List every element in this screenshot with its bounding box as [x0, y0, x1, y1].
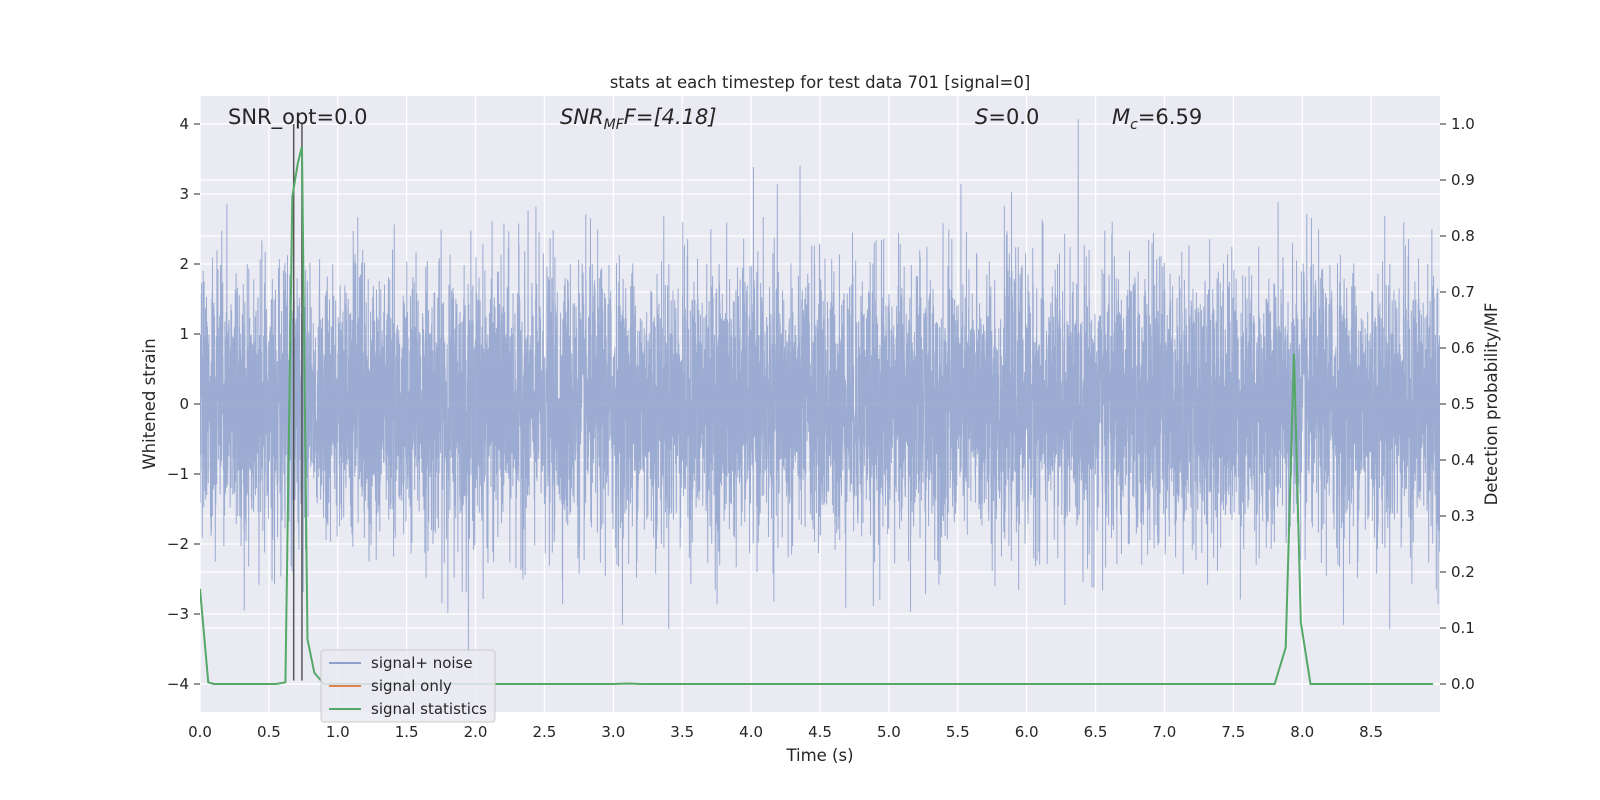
x-ticks: 0.0 0.5 1.0 1.5 2.0 2.5 3.0 3.5 4.0 4.5 5.0 5.5 6.0 6… [188, 723, 1383, 741]
x-tick-label: 8.5 [1359, 723, 1383, 741]
x-tick-label: 7.0 [1153, 723, 1177, 741]
x-tick-label: 5.5 [946, 723, 970, 741]
signal-statistics-line [200, 146, 1434, 685]
legend-box [320, 649, 496, 723]
annotation-snr-opt: SNR_opt=0.0 [228, 105, 368, 130]
x-tick-label: 0.5 [257, 723, 281, 741]
annotation-mc-suffix: =6.59 [1138, 105, 1202, 129]
y-tick-label: 0 [179, 395, 189, 413]
x-tick-label: 1.0 [326, 723, 350, 741]
y-tick-label: 3 [179, 185, 189, 203]
y2-tick-label: 0.3 [1451, 507, 1475, 525]
x-tick-label: 6.5 [1084, 723, 1108, 741]
y-tick-label: 2 [179, 255, 189, 273]
y2-tick-label: 0.5 [1451, 395, 1475, 413]
legend-label-signal-noise: signal+ noise [371, 654, 473, 672]
x-tick-label: 8.0 [1290, 723, 1314, 741]
y2-tick-label: 0.0 [1451, 675, 1475, 693]
annotation-mc: Mc=6.59 [1112, 105, 1202, 133]
x-axis-label: Time (s) [785, 746, 853, 765]
x-tick-label: 7.5 [1221, 723, 1245, 741]
annotation-snr-mf-suffix: F=[4.18] [624, 105, 717, 129]
signal-statistics-series [200, 146, 1434, 685]
x-tick-label: 6.0 [1015, 723, 1039, 741]
annotation-snr-mf: SNRMFF=[4.18] [560, 105, 717, 133]
y-tick-label: −2 [167, 535, 189, 553]
y2-tick-label: 0.9 [1451, 171, 1475, 189]
x-tick-label: 4.0 [739, 723, 763, 741]
y2-axis-label: Detection probability/MF [1482, 303, 1501, 506]
y-ticks: −4 −3 −2 −1 0 1 2 3 4 [167, 115, 200, 693]
y2-tick-label: 0.4 [1451, 451, 1475, 469]
legend-label-signal-only: signal only [371, 677, 452, 695]
x-tick-label: 1.5 [395, 723, 419, 741]
chart-title: stats at each timestep for test data 701… [610, 73, 1031, 92]
y-tick-label: 1 [179, 325, 189, 343]
x-tick-label: 5.0 [877, 723, 901, 741]
y2-tick-label: 0.1 [1451, 619, 1475, 637]
annotation-mc-sub: c [1130, 117, 1138, 133]
legend-label-signal-statistics: signal statistics [371, 700, 487, 718]
annotation-s: S=0.0 [975, 105, 1039, 129]
annotation-s-suffix: =0.0 [988, 105, 1039, 129]
signal-noise-series [200, 119, 1440, 654]
x-tick-label: 4.5 [808, 723, 832, 741]
annotation-s-prefix: S [975, 105, 988, 129]
y2-tick-label: 0.7 [1451, 283, 1475, 301]
x-tick-label: 2.5 [533, 723, 557, 741]
y-tick-label: 4 [179, 115, 189, 133]
y2-tick-label: 0.6 [1451, 339, 1475, 357]
x-tick-label: 3.5 [670, 723, 694, 741]
legend: signal+ noise signal only signal statist… [320, 649, 496, 723]
annotation-snr-mf-sub: MF [604, 117, 625, 133]
annotation-mc-prefix: M [1112, 105, 1130, 129]
y-tick-label: −4 [167, 675, 189, 693]
y2-ticks: 0.0 0.1 0.2 0.3 0.4 0.5 0.6 0.7 0.8 0.9 1.0 [1440, 115, 1475, 693]
y-axis-label: Whitened strain [140, 338, 159, 469]
y2-tick-label: 1.0 [1451, 115, 1475, 133]
y-tick-label: −1 [167, 465, 189, 483]
signal-noise-line [200, 119, 1440, 654]
x-tick-label: 2.0 [464, 723, 488, 741]
annotation-snr-mf-prefix: SNR [560, 105, 604, 129]
y2-tick-label: 0.8 [1451, 227, 1475, 245]
y-tick-label: −3 [167, 605, 189, 623]
x-tick-label: 0.0 [188, 723, 212, 741]
y2-tick-label: 0.2 [1451, 563, 1475, 581]
x-tick-label: 3.0 [601, 723, 625, 741]
